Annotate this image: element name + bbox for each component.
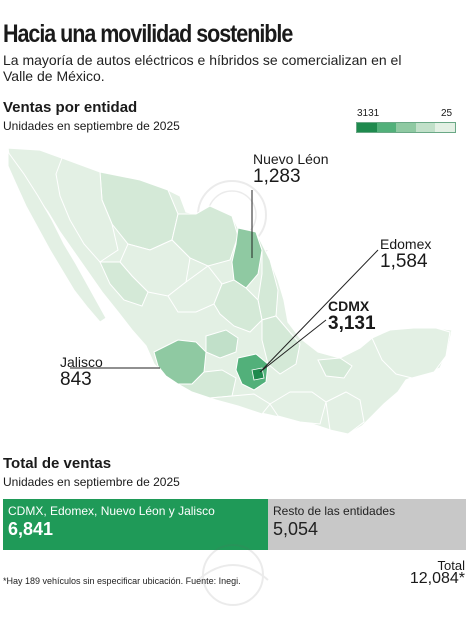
callout-jalisco: Jalisco 843 xyxy=(60,354,103,389)
callout-value: 843 xyxy=(60,369,92,390)
legend-swatch xyxy=(415,123,436,132)
watermark-eagle-icon xyxy=(197,544,269,606)
rest-states-value: 5,054 xyxy=(273,519,319,539)
callout-value: 3,131 xyxy=(328,313,376,334)
state-oaxaca xyxy=(269,391,327,425)
legend-min-label: 25 xyxy=(441,108,453,119)
callout-nuevo-leon: Nuevo Léon 1,283 xyxy=(253,151,329,186)
total-value: 12,084* xyxy=(409,570,465,587)
callout-line-cdmx xyxy=(259,319,327,373)
map-section-subtitle: Unidades en septiembre de 2025 xyxy=(3,119,180,133)
legend-swatch xyxy=(376,123,397,132)
state-guerrero xyxy=(209,393,271,415)
legend-swatch xyxy=(357,123,377,132)
state-michoacan xyxy=(176,369,237,399)
totals-section-title: Total de ventas xyxy=(3,455,112,472)
footnote: *Hay 189 vehículos sin especificar ubica… xyxy=(3,576,241,586)
rest-states-bar: Resto de las entidades 5,054 xyxy=(268,499,466,550)
headline: Hacia una movilidad sostenible xyxy=(3,20,293,48)
rest-states-label: Resto de las entidades xyxy=(273,504,396,518)
callout-name: Jalisco xyxy=(60,354,103,370)
legend-max-label: 3131 xyxy=(357,108,380,119)
legend-swatch xyxy=(435,123,455,132)
mexico-choropleth-map xyxy=(7,147,453,435)
callout-name: Edomex xyxy=(380,236,432,252)
callout-value: 1,283 xyxy=(253,166,301,187)
top-states-value: 6,841 xyxy=(8,519,54,539)
total-label: Total xyxy=(437,558,465,573)
state-tabasco xyxy=(317,357,353,379)
state-chiapas xyxy=(325,391,365,435)
callout-edomex: Edomex 1,584 xyxy=(380,236,431,271)
state-sinaloa xyxy=(99,261,149,307)
callout-value: 1,584 xyxy=(380,251,428,272)
top-states-bar: CDMX, Edomex, Nuevo Léon y Jalisco 6,841 xyxy=(3,499,268,550)
totals-section-subtitle: Unidades en septiembre de 2025 xyxy=(3,475,180,489)
subheadline: La mayoría de autos eléctricos e híbrido… xyxy=(3,52,402,84)
callout-name: CDMX xyxy=(328,298,370,314)
state-guanajuato xyxy=(205,329,239,359)
state-yucatan-peninsula xyxy=(371,327,451,379)
map-section-title: Ventas por entidad xyxy=(3,99,138,116)
legend-swatch xyxy=(396,123,416,132)
callout-line-edomex xyxy=(261,249,379,371)
state-san-luis-potosi xyxy=(213,279,263,333)
legend-color-scale xyxy=(356,122,456,133)
top-states-label: CDMX, Edomex, Nuevo Léon y Jalisco xyxy=(8,504,215,518)
callout-name: Nuevo Léon xyxy=(253,151,329,167)
callout-cdmx: CDMX 3,131 xyxy=(328,298,376,333)
